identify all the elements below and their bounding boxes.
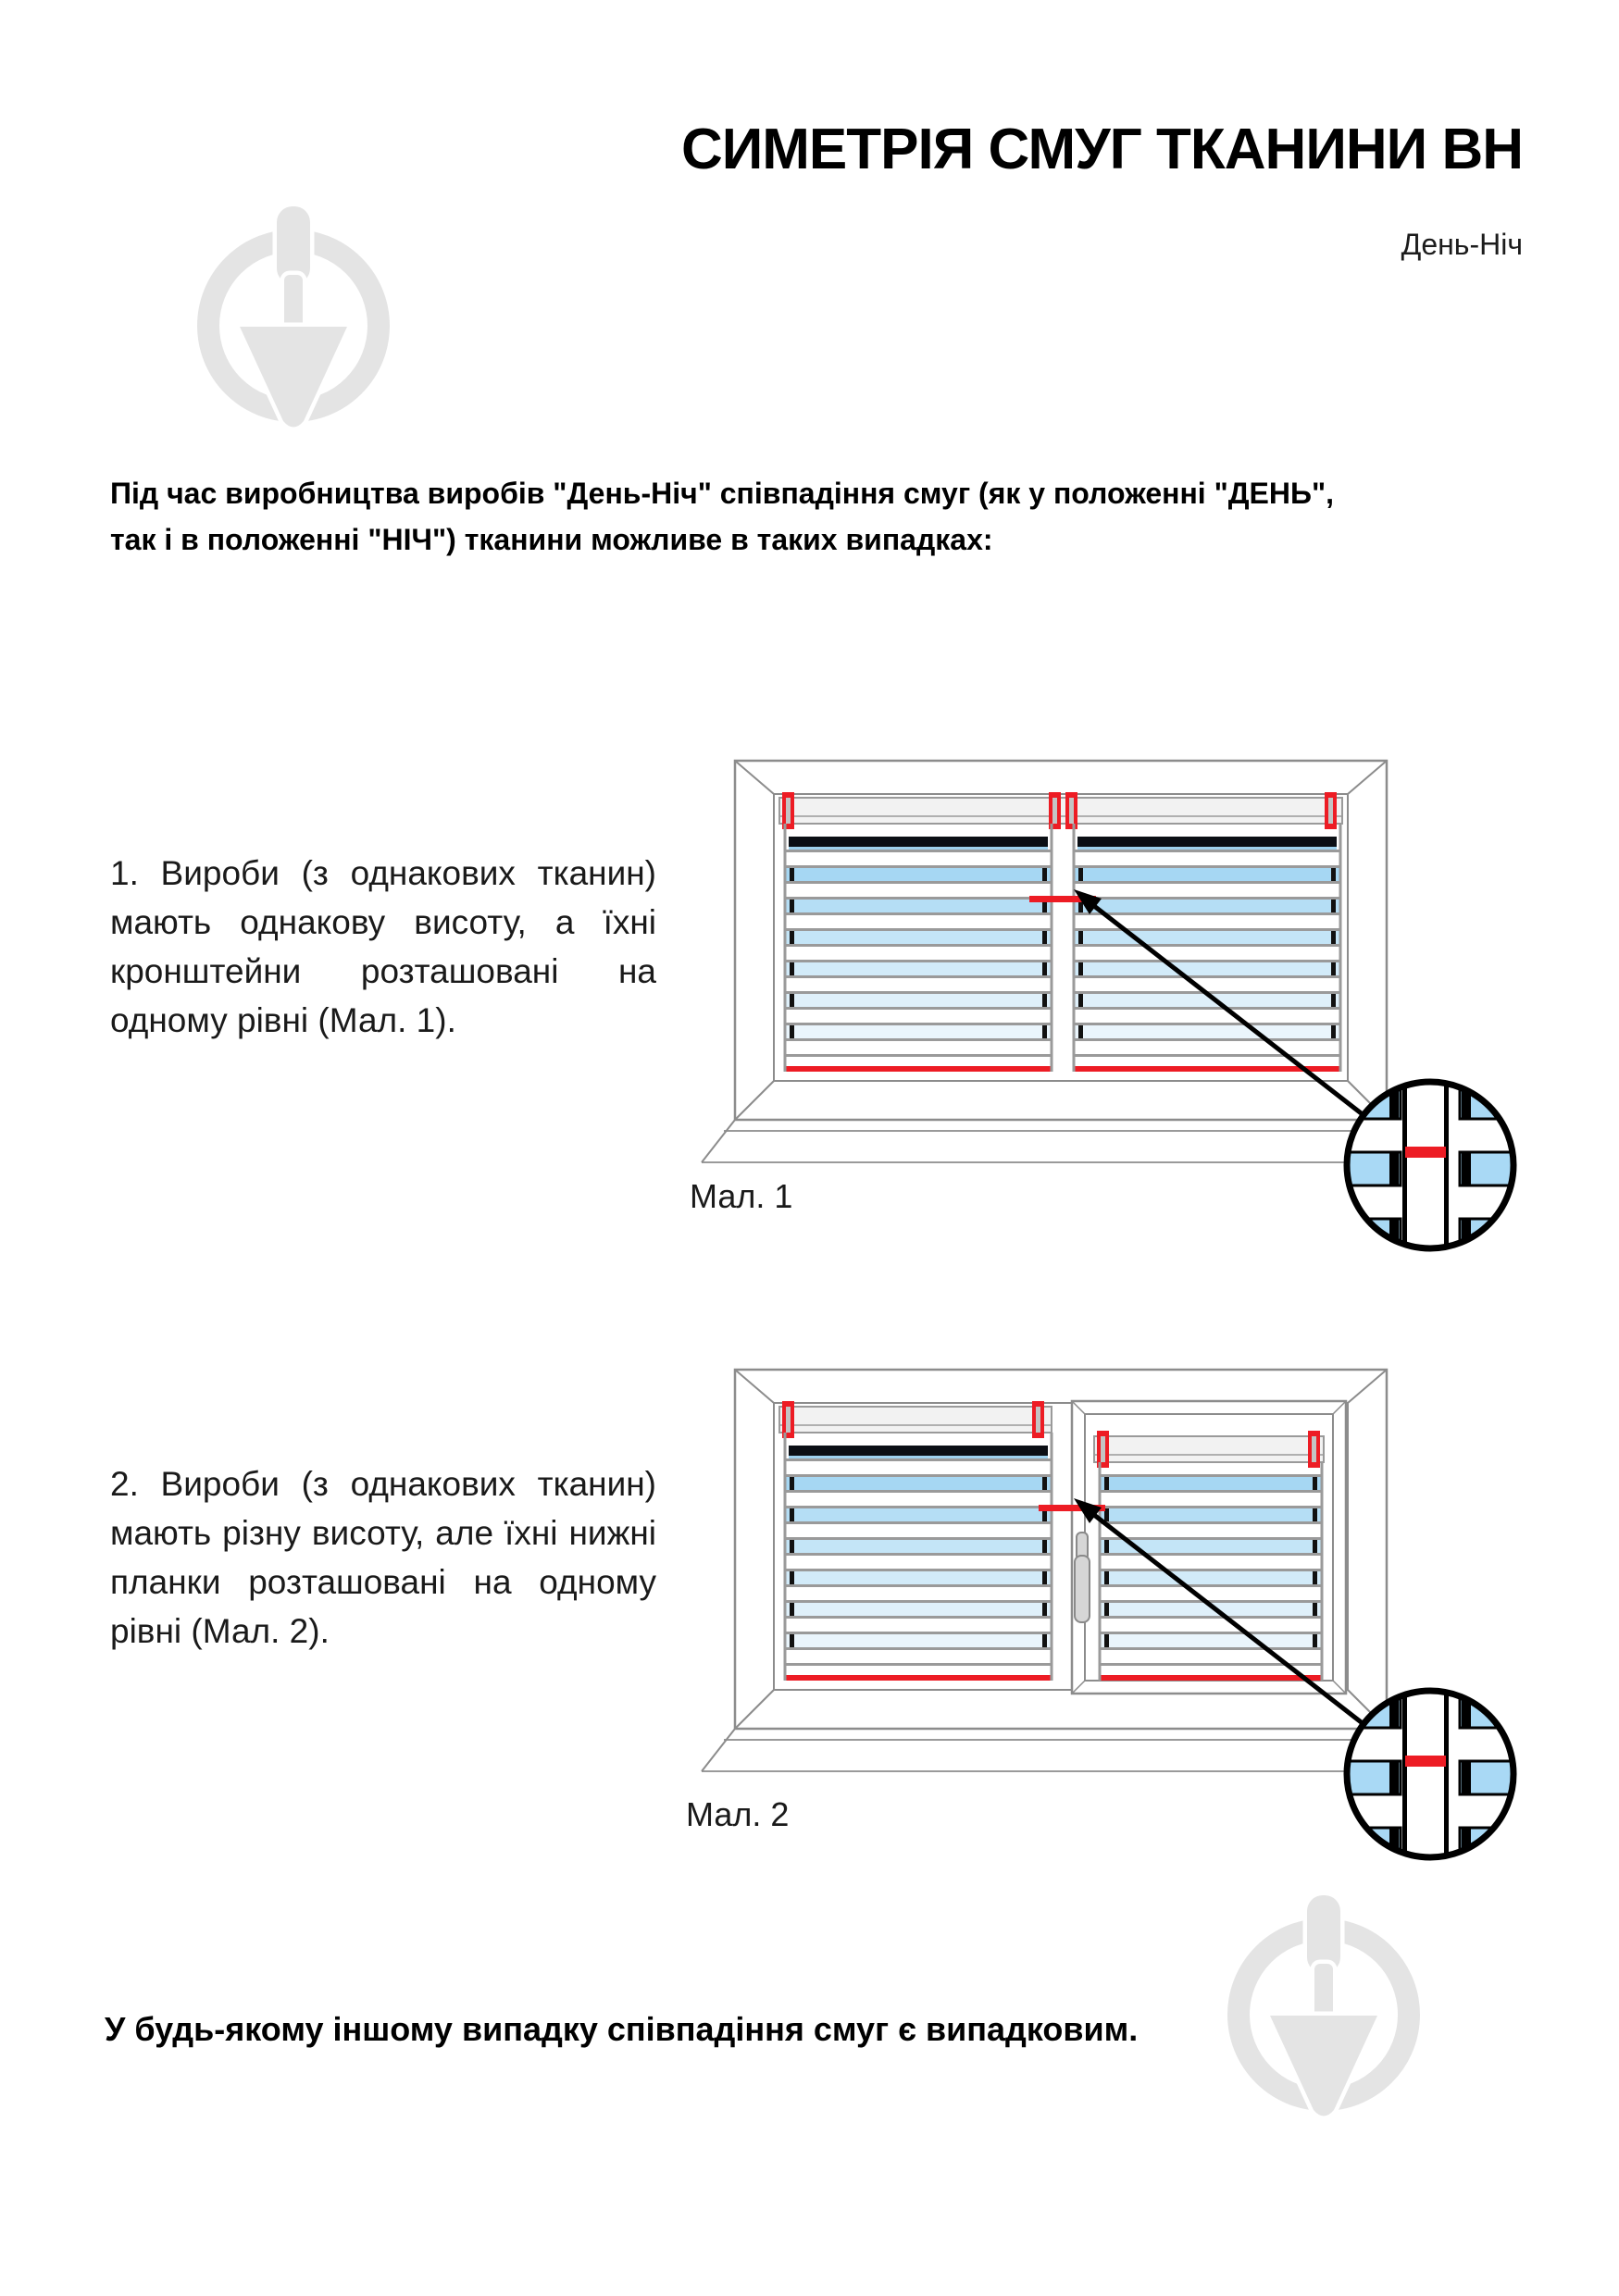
watermark-logo-icon [1227, 1891, 1420, 2120]
intro-paragraph: Під час виробництва виробів "День-Ніч" с… [110, 470, 1526, 563]
intro-line-2: так і в положенні "НІЧ") тканини можливе… [110, 523, 993, 556]
intro-line-1: Під час виробництва виробів "День-Ніч" с… [110, 477, 1335, 510]
footer-note: У будь-якому іншому випадку співпадіння … [105, 2010, 1139, 2048]
figure-1-window-diagram [701, 759, 1517, 1252]
page-subtitle: День-Ніч [1401, 228, 1523, 261]
figure-2-window-diagram [701, 1368, 1517, 1861]
watermark-logo-icon [197, 202, 390, 431]
case-2-text: 2. Вироби (з однакових тканин) мають різ… [110, 1465, 656, 1650]
page-title: СИМЕТРІЯ СМУГ ТКАНИНИ ВН [680, 118, 1524, 181]
case-1-text: 1. Вироби (з однакових тканин) мають одн… [110, 854, 656, 1039]
figure-2-caption: Мал. 2 [686, 1795, 790, 1833]
figure-1-caption: Мал. 1 [690, 1177, 793, 1215]
